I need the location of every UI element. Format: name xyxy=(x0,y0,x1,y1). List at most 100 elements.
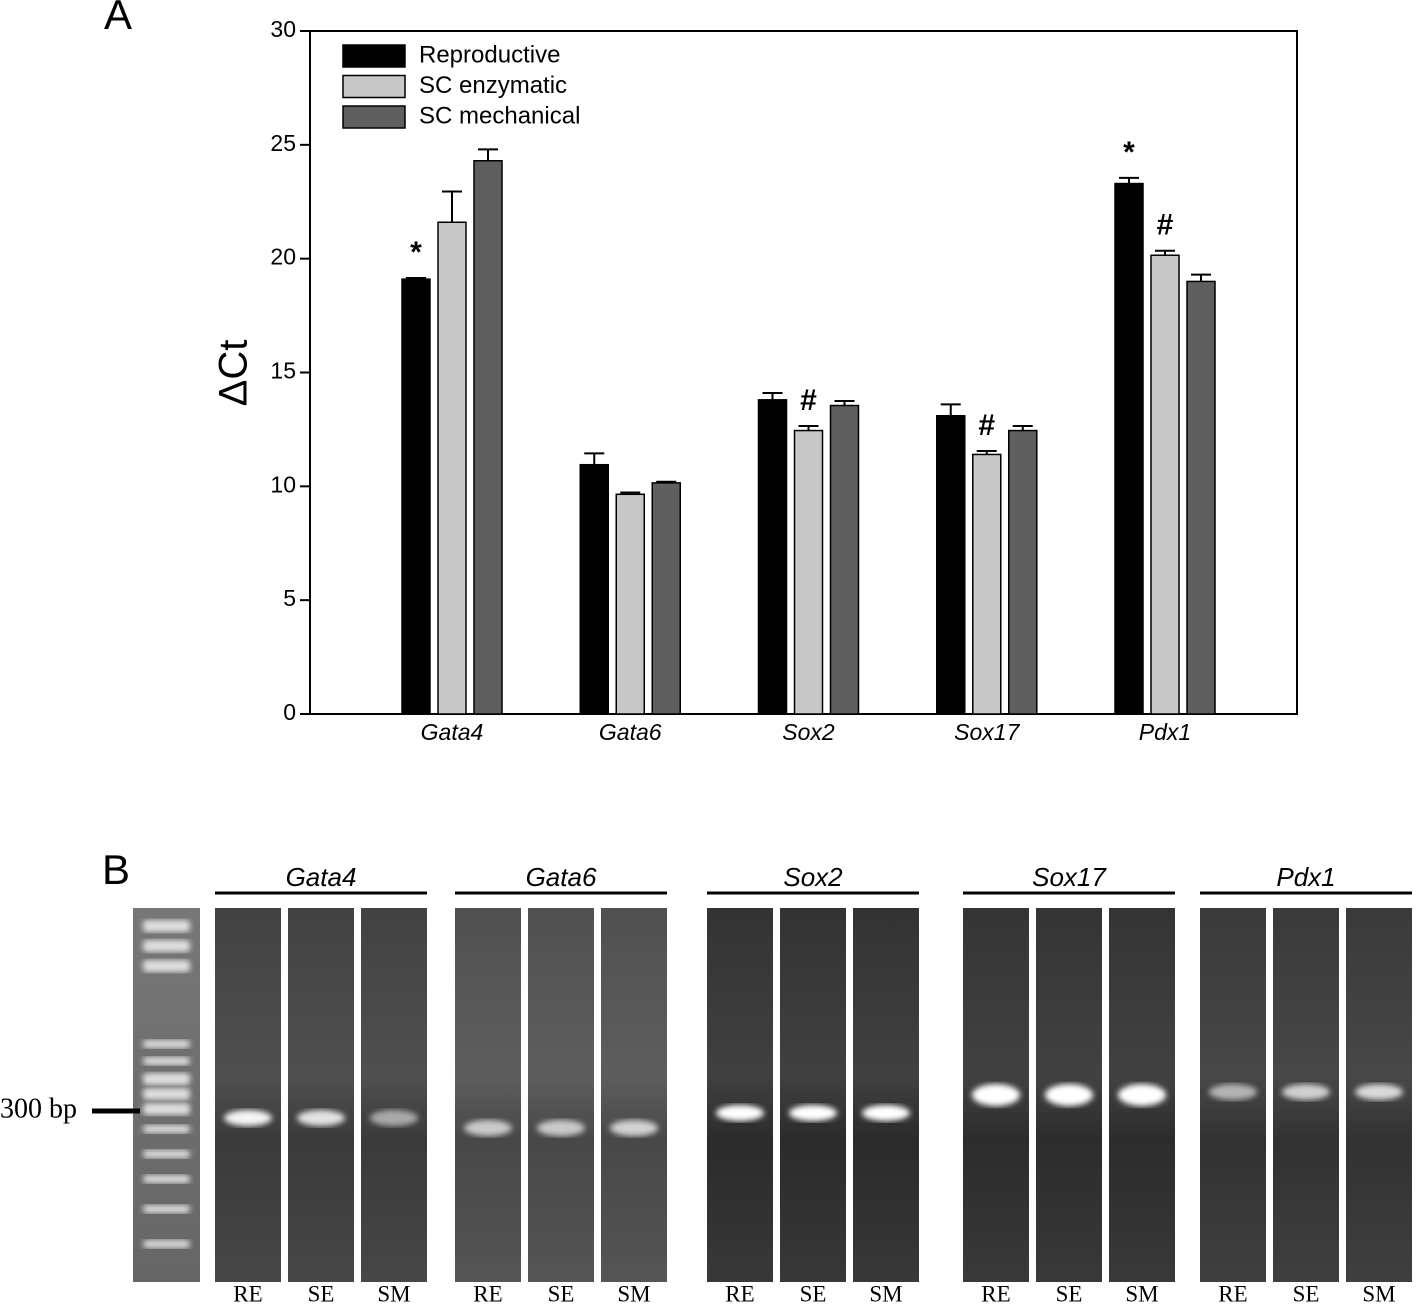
gel-band xyxy=(297,1110,345,1126)
panel-label: B xyxy=(102,846,130,893)
ladder-band xyxy=(143,920,190,932)
bar xyxy=(829,404,860,715)
gel-band xyxy=(1118,1084,1166,1106)
gel-band xyxy=(537,1120,585,1136)
significance-mark: * xyxy=(410,236,422,269)
gel-lane-shade xyxy=(601,908,667,1282)
lane-label: SE xyxy=(548,1281,575,1306)
bar xyxy=(757,399,788,715)
significance-mark: # xyxy=(978,409,995,442)
gene-label: Gata6 xyxy=(526,862,597,892)
gel-band xyxy=(716,1105,764,1121)
bar xyxy=(1186,280,1216,715)
lane-label: SE xyxy=(800,1281,827,1306)
x-tick-label: Gata6 xyxy=(599,719,662,745)
ladder-band xyxy=(143,960,190,972)
lane-label: RE xyxy=(1218,1281,1247,1306)
y-tick-label: 10 xyxy=(270,471,296,497)
ladder-band xyxy=(143,1073,190,1085)
ladder-band xyxy=(143,1103,190,1115)
gel-band xyxy=(610,1120,658,1136)
bar xyxy=(936,415,966,715)
gel-band xyxy=(972,1084,1020,1106)
bar xyxy=(579,463,610,715)
y-tick-label: 15 xyxy=(270,358,296,384)
ladder-band xyxy=(143,1205,190,1213)
ladder-band xyxy=(143,1057,190,1065)
gel-band xyxy=(1355,1084,1403,1100)
gel-lane-shade xyxy=(853,908,919,1282)
ladder-band xyxy=(143,1040,190,1048)
lane-label: SM xyxy=(869,1281,902,1306)
lane-label: SE xyxy=(308,1281,335,1306)
gel-band xyxy=(464,1120,512,1136)
gene-label: Sox17 xyxy=(1032,862,1107,892)
x-tick-label: Pdx1 xyxy=(1139,719,1191,745)
y-tick-label: 5 xyxy=(283,585,296,611)
y-tick-label: 0 xyxy=(283,699,296,725)
gene-label: Pdx1 xyxy=(1276,862,1335,892)
y-tick-label: 30 xyxy=(270,16,296,42)
gel-lane-shade xyxy=(455,908,521,1282)
gel-band xyxy=(862,1105,910,1121)
lane-label: RE xyxy=(725,1281,754,1306)
gel-lane-shade xyxy=(361,908,427,1282)
x-tick-label: Sox17 xyxy=(954,719,1020,745)
y-tick-label: 20 xyxy=(270,244,296,270)
bar xyxy=(972,453,1002,715)
bar xyxy=(615,493,646,715)
bar xyxy=(401,278,431,715)
gel-band xyxy=(789,1105,837,1121)
significance-mark: # xyxy=(800,384,817,417)
legend-label: SC mechanical xyxy=(419,102,580,129)
legend-swatch xyxy=(342,44,406,68)
legend-swatch xyxy=(342,105,406,129)
lane-label: SM xyxy=(377,1281,410,1306)
lane-label: SE xyxy=(1293,1281,1320,1306)
gel-lane-shade xyxy=(780,908,846,1282)
lane-label: SM xyxy=(1362,1281,1395,1306)
bar xyxy=(437,221,467,715)
ladder-band xyxy=(143,1088,190,1100)
y-axis-label: ΔCt xyxy=(212,340,256,407)
lane-label: RE xyxy=(233,1281,262,1306)
gel-lane-shade xyxy=(288,908,354,1282)
bar xyxy=(1150,254,1180,715)
lane-label: SE xyxy=(1056,1281,1083,1306)
lane-label: SM xyxy=(1125,1281,1158,1306)
lane-label: SM xyxy=(617,1281,650,1306)
ladder-band xyxy=(143,1125,190,1133)
x-tick-label: Gata4 xyxy=(421,719,484,745)
gel-panel: 300 bp Gata4 RE SE SM Gata6 RE SE SM Sox2 RE SE SM So… xyxy=(0,862,1412,1306)
significance-mark: # xyxy=(1157,209,1174,242)
gel-band xyxy=(370,1110,418,1126)
gel-band xyxy=(1045,1084,1093,1106)
y-tick-label: 25 xyxy=(270,130,296,156)
ladder-band xyxy=(143,1150,190,1158)
lane-label: RE xyxy=(473,1281,502,1306)
panel-label: A xyxy=(104,0,132,38)
lane-label: RE xyxy=(981,1281,1010,1306)
significance-mark: * xyxy=(1123,136,1135,169)
bar xyxy=(651,482,682,715)
marker-label: 300 bp xyxy=(0,1093,77,1124)
gel-lane-shade xyxy=(707,908,773,1282)
legend-swatch xyxy=(342,74,406,99)
bar-chart: 0 5 10 15 20 25 30 Gata4 * Gata6 Sox2 # Sox17 # Pdx1 * #… xyxy=(270,16,1298,745)
gel-band xyxy=(1209,1084,1257,1100)
x-tick-label: Sox2 xyxy=(782,719,835,745)
gel-band xyxy=(224,1110,272,1126)
legend-label: Reproductive xyxy=(419,41,560,68)
gene-label: Sox2 xyxy=(783,862,843,892)
bar xyxy=(1008,429,1038,715)
bar xyxy=(473,160,503,715)
ladder-band xyxy=(143,940,190,952)
ladder-band xyxy=(143,1175,190,1183)
gel-lane-shade xyxy=(528,908,594,1282)
gel-band xyxy=(1282,1084,1330,1100)
gene-label: Gata4 xyxy=(286,862,357,892)
bar xyxy=(793,429,824,715)
ladder-band xyxy=(143,1240,190,1248)
gel-lane-shade xyxy=(215,908,281,1282)
